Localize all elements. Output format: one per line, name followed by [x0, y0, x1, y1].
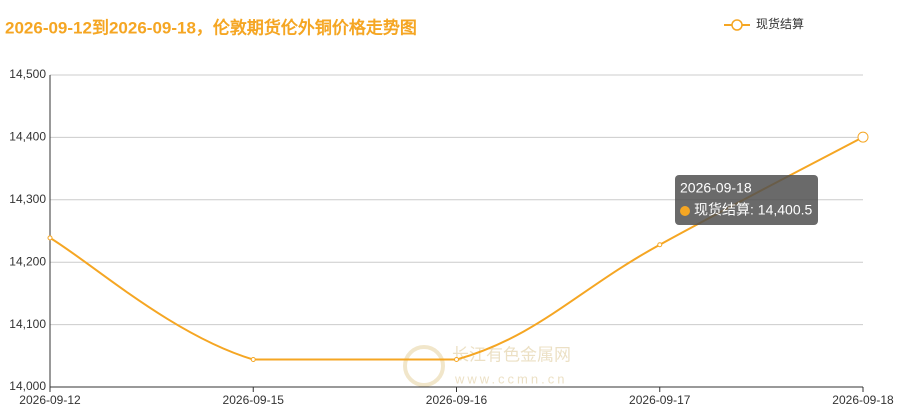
data-point	[47, 235, 53, 241]
x-tick-label: 2026-09-12	[19, 393, 81, 407]
data-point	[250, 357, 256, 363]
x-tick-label: 2026-09-17	[629, 393, 691, 407]
watermark-logo	[403, 345, 445, 387]
y-tick-label: 14,300	[9, 192, 46, 206]
watermark: 长江有色金属网 www.ccmn.cn	[403, 345, 571, 387]
x-tick-label: 2026-09-18	[832, 393, 894, 407]
x-tick-label: 2026-09-16	[426, 393, 488, 407]
legend-marker	[731, 19, 743, 31]
y-tick-label: 14,400	[9, 130, 46, 144]
watermark-url: www.ccmn.cn	[454, 371, 567, 386]
series-line	[49, 136, 864, 361]
data-point	[857, 131, 869, 143]
x-tick-label: 2026-09-15	[223, 393, 285, 407]
y-tick-label: 14,000	[9, 379, 46, 393]
y-tick-label: 14,200	[9, 254, 46, 268]
tooltip: 2026-09-18 现货结算: 14,400.5	[675, 175, 818, 225]
legend-label: 现货结算	[756, 16, 804, 31]
y-tick-label: 14,500	[9, 67, 46, 81]
data-point	[657, 242, 663, 248]
y-tick-label: 14,100	[9, 317, 46, 331]
tooltip-marker	[680, 206, 690, 216]
data-point	[454, 357, 459, 363]
tooltip-box	[675, 175, 818, 225]
chart-title: 2026-09-12到2026-09-18，伦敦期货伦外铜价格走势图	[5, 17, 417, 37]
tooltip-text: 现货结算: 14,400.5	[694, 202, 812, 218]
tooltip-title: 2026-09-18	[680, 180, 752, 196]
